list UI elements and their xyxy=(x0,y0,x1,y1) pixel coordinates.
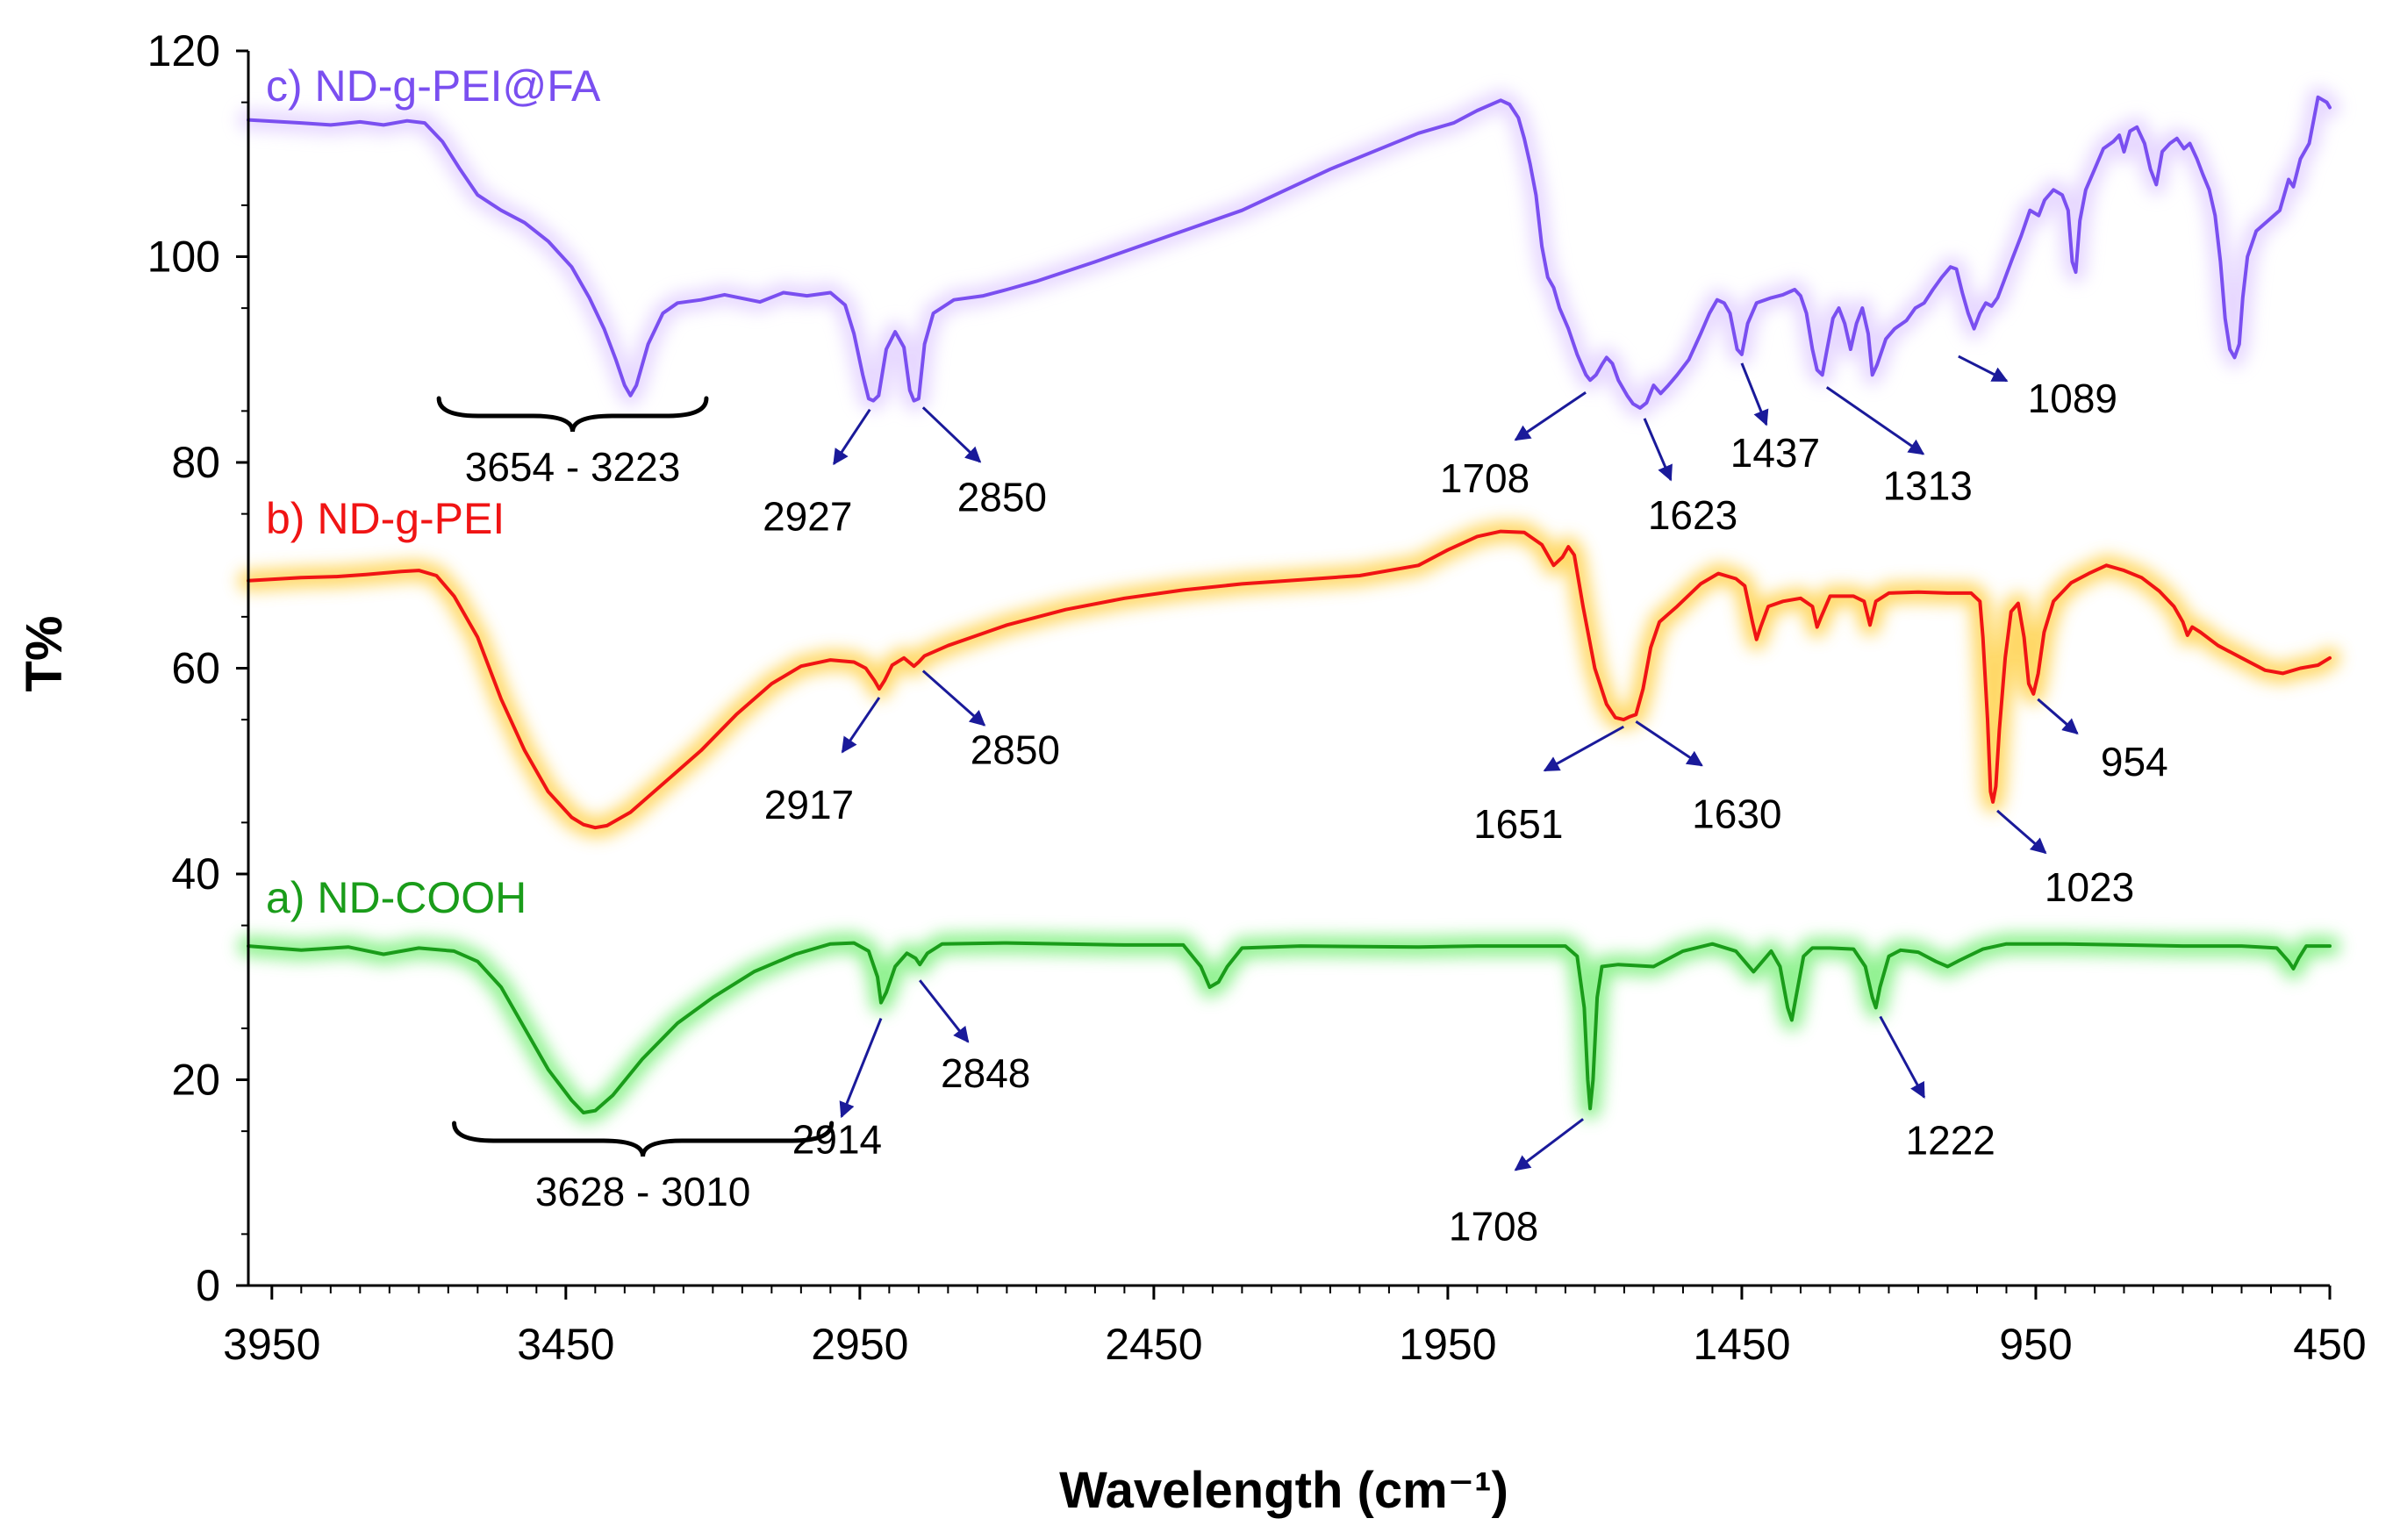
peak-arrow-c-2927 xyxy=(833,408,871,466)
peak-label-a-1222: 1222 xyxy=(1906,1117,1995,1163)
brace-c-range xyxy=(436,396,709,433)
series-label-b: b) ND-g-PEI xyxy=(266,494,505,543)
y-tick-label: 20 xyxy=(171,1056,220,1105)
series-line-a xyxy=(247,941,2332,1114)
peak-label-b-2850: 2850 xyxy=(971,727,1060,772)
x-tick-label: 1950 xyxy=(1399,1320,1496,1369)
peak-label-c-1089: 1089 xyxy=(2028,376,2117,421)
x-tick-label: 2450 xyxy=(1105,1320,1202,1369)
peak-label-a-1708: 1708 xyxy=(1449,1203,1538,1249)
y-tick-label: 80 xyxy=(171,438,220,487)
range-label-a-range: 3628 - 3010 xyxy=(535,1169,751,1214)
axes-layer: 0 20 40 60 80 100 120 3950 3450 2950 2450 1950 1450 9… xyxy=(147,26,2367,1369)
series-glow-b xyxy=(238,520,2340,839)
peak-arrow-c-1437 xyxy=(1740,362,1769,426)
peak-arrow-b-1651 xyxy=(1543,725,1624,772)
peak-arrow-c-1708 xyxy=(1514,390,1587,441)
range-label-c-range: 3654 - 3223 xyxy=(465,444,681,490)
x-tick-label: 3950 xyxy=(223,1320,320,1369)
x-tick-label: 950 xyxy=(1999,1320,2072,1369)
peak-arrow-a-1222 xyxy=(1879,1015,1926,1099)
y-tick-label: 100 xyxy=(147,233,220,282)
series-label-c: c) ND-g-PEI@FA xyxy=(266,61,601,111)
peak-label-c-1437: 1437 xyxy=(1730,430,1820,476)
peak-label-b-1651: 1651 xyxy=(1473,801,1563,847)
peak-arrow-b-1023 xyxy=(1996,809,2047,855)
peak-label-c-1623: 1623 xyxy=(1648,492,1737,538)
peak-label-c-2850: 2850 xyxy=(957,474,1047,519)
y-tick-label: 0 xyxy=(196,1261,220,1310)
peak-label-b-1023: 1023 xyxy=(2045,864,2134,910)
peak-arrow-b-954 xyxy=(2037,698,2079,734)
peak-arrow-b-2850 xyxy=(921,670,986,727)
peak-arrow-c-1623 xyxy=(1643,418,1673,482)
x-tick-label: 1450 xyxy=(1693,1320,1790,1369)
x-tick-label: 3450 xyxy=(517,1320,614,1369)
series-line-b xyxy=(247,529,2332,830)
peak-arrow-a-1708 xyxy=(1514,1118,1584,1171)
brace-a-range xyxy=(452,1121,835,1157)
peak-label-a-2848: 2848 xyxy=(941,1050,1030,1096)
y-tick-label: 120 xyxy=(147,26,220,75)
peak-arrow-b-1630 xyxy=(1635,720,1703,767)
x-tick-label: 2950 xyxy=(811,1320,908,1369)
peak-label-b-954: 954 xyxy=(2101,739,2168,784)
peak-arrow-c-2850 xyxy=(921,406,982,463)
y-axis-title: T% xyxy=(16,616,73,692)
peak-arrow-a-2848 xyxy=(919,979,970,1043)
peak-arrow-c-1089 xyxy=(1958,355,2009,383)
peak-label-c-2927: 2927 xyxy=(763,494,852,540)
x-tick-label: 450 xyxy=(2293,1320,2366,1369)
peak-arrow-a-2914 xyxy=(839,1018,883,1119)
peak-label-b-1630: 1630 xyxy=(1692,791,1781,836)
peak-arrow-b-2917 xyxy=(841,697,881,754)
x-axis-title: Wavelength (cm⁻¹) xyxy=(1059,1462,1508,1519)
y-tick-label: 60 xyxy=(171,644,220,693)
peak-arrow-c-1313 xyxy=(1825,386,1925,455)
peak-label-c-1313: 1313 xyxy=(1883,462,1973,508)
series-line-c xyxy=(247,95,2332,410)
peak-label-c-1708: 1708 xyxy=(1440,455,1530,501)
peak-label-b-2917: 2917 xyxy=(764,782,854,827)
series-label-a: a) ND-COOH xyxy=(266,873,527,922)
series-layer xyxy=(238,86,2340,1123)
y-tick-label: 40 xyxy=(171,849,220,899)
